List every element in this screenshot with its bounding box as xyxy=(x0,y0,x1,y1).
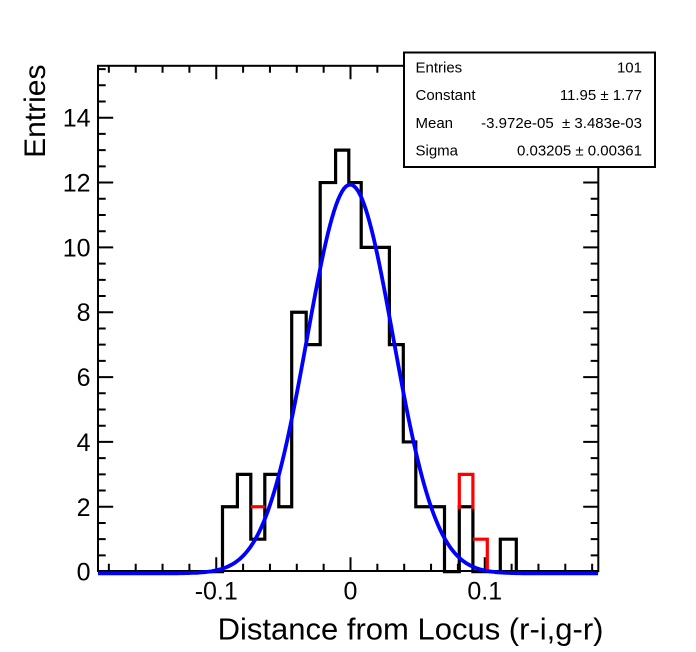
svg-text:11.95 ± 1.77: 11.95 ± 1.77 xyxy=(560,87,642,104)
svg-text:-0.1: -0.1 xyxy=(195,578,238,606)
svg-text:Entries: Entries xyxy=(416,60,463,77)
svg-text:0: 0 xyxy=(77,559,91,587)
svg-text:12: 12 xyxy=(63,170,91,198)
svg-text:0.1: 0.1 xyxy=(467,578,502,606)
svg-text:Constant: Constant xyxy=(416,87,477,104)
svg-text:6: 6 xyxy=(77,364,91,392)
svg-text:-3.972e-05 ± 3.483e-03: -3.972e-05 ± 3.483e-03 xyxy=(481,115,642,132)
svg-text:101: 101 xyxy=(617,60,642,77)
svg-text:0: 0 xyxy=(344,578,358,606)
svg-text:Mean: Mean xyxy=(416,115,454,132)
svg-text:4: 4 xyxy=(77,429,91,457)
svg-text:8: 8 xyxy=(77,299,91,327)
svg-text:14: 14 xyxy=(63,105,91,133)
svg-text:Sigma: Sigma xyxy=(416,143,459,160)
svg-text:Distance from Locus (r-i,g-r): Distance from Locus (r-i,g-r) xyxy=(218,612,604,647)
svg-text:0.03205 ± 0.00361: 0.03205 ± 0.00361 xyxy=(517,143,642,160)
svg-text:Entries: Entries xyxy=(19,65,52,158)
svg-text:2: 2 xyxy=(77,494,91,522)
svg-text:10: 10 xyxy=(63,234,91,262)
